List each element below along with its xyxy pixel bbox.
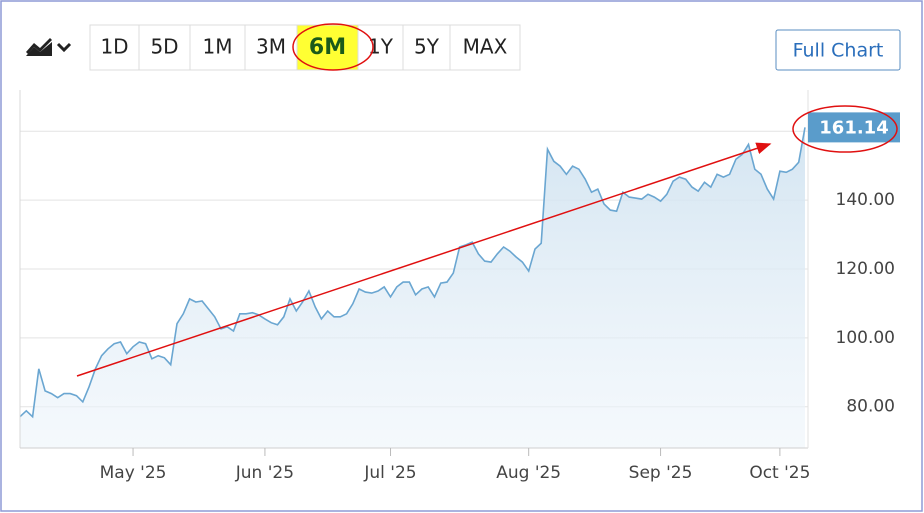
- x-tick-label: Sep '25: [629, 463, 693, 483]
- price-line: [19, 127, 806, 419]
- last-price-label: 161.14: [819, 117, 888, 138]
- range-button-label[interactable]: 5D: [150, 35, 178, 59]
- range-button-label[interactable]: 6M: [309, 35, 346, 60]
- chart-type-icon[interactable]: [26, 38, 72, 56]
- price-area: [20, 127, 805, 449]
- range-button[interactable]: [138, 24, 191, 71]
- range-button-label[interactable]: 5Y: [414, 35, 440, 59]
- y-tick-label: 80.00: [846, 397, 895, 417]
- range-button[interactable]: [89, 24, 140, 71]
- trend-arrow: [76, 142, 772, 377]
- x-tick-label: Oct '25: [749, 463, 810, 483]
- y-tick-label: 120.00: [836, 259, 895, 279]
- x-tick-label: May '25: [100, 463, 167, 483]
- full-chart-button[interactable]: Full Chart: [775, 29, 901, 71]
- x-tick-label: Aug '25: [496, 463, 561, 483]
- range-button-label[interactable]: 1Y: [368, 35, 394, 59]
- range-button-label[interactable]: MAX: [463, 35, 508, 59]
- y-tick-label: 140.00: [836, 190, 895, 210]
- highlight-ellipse: [292, 23, 374, 71]
- x-tick-label: Jun '25: [235, 463, 294, 483]
- x-tick-label: Jul '25: [363, 463, 416, 483]
- range-button[interactable]: [402, 24, 451, 71]
- full-chart-label[interactable]: Full Chart: [793, 40, 884, 62]
- highlight-ellipse: [792, 105, 898, 153]
- range-button[interactable]: [449, 24, 521, 71]
- range-button-label[interactable]: 1M: [203, 35, 233, 59]
- last-price-box: [808, 112, 900, 143]
- y-tick-label: 100.00: [836, 328, 895, 348]
- range-button-label[interactable]: 3M: [256, 35, 286, 59]
- range-button-label[interactable]: 1D: [100, 35, 128, 59]
